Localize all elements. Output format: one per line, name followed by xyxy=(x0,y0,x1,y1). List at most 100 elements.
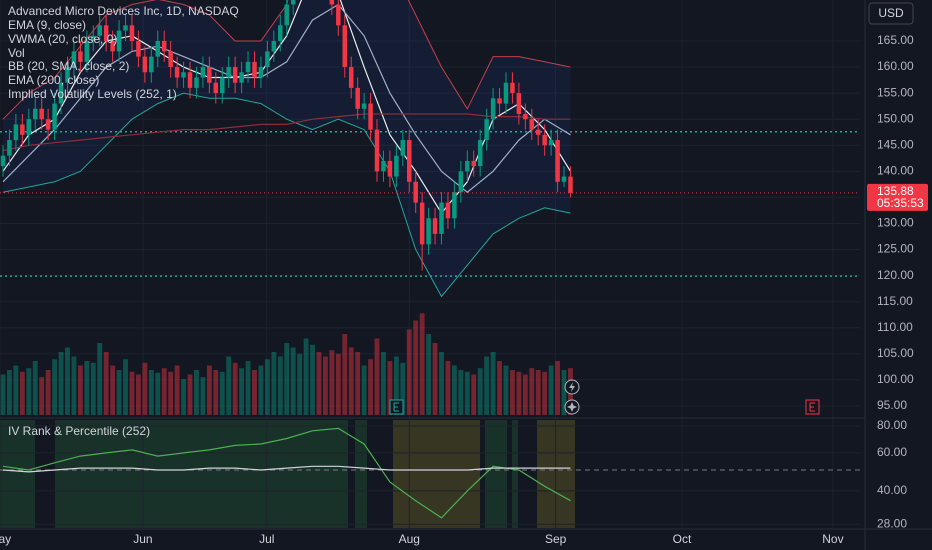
volume-bar xyxy=(245,361,251,415)
candle-body xyxy=(284,4,289,26)
volume-bar xyxy=(26,368,32,415)
candle-body xyxy=(426,218,431,245)
candle-body xyxy=(103,25,109,41)
candle-body xyxy=(161,40,167,52)
candle-body xyxy=(116,30,122,52)
volume-bar xyxy=(97,343,103,415)
indicator-line xyxy=(2,113,571,152)
x-tick-label: Oct xyxy=(673,532,692,546)
candle-body xyxy=(200,67,206,78)
volume-bar xyxy=(426,334,432,415)
candle-body xyxy=(432,218,438,234)
price-tag-countdown: 05:35:53 xyxy=(877,196,924,210)
y-tick-label: 145.00 xyxy=(877,137,914,151)
volume-bar xyxy=(548,365,554,415)
candle-body xyxy=(458,171,464,193)
candle-body xyxy=(78,51,83,62)
volume-bar xyxy=(226,356,232,415)
zone xyxy=(512,420,518,528)
y-tick-label: 165.00 xyxy=(877,33,914,47)
volume-bar xyxy=(503,365,509,415)
y-tick-label: 105.00 xyxy=(877,346,914,360)
volume-bar xyxy=(13,365,19,415)
volume-bar xyxy=(206,365,212,415)
volume-bar xyxy=(374,338,380,415)
zone xyxy=(55,420,348,528)
candle-body xyxy=(174,67,180,78)
currency-button[interactable] xyxy=(868,2,914,25)
y-tick-label: 80.00 xyxy=(877,418,907,432)
candle-body xyxy=(529,119,535,130)
y-tick-label: 100.00 xyxy=(877,372,914,386)
candle-body xyxy=(381,160,386,172)
candle-body xyxy=(7,140,12,156)
pane-title: IV Rank & Percentile (252) xyxy=(8,424,150,438)
volume-bar xyxy=(84,361,90,415)
candle-body xyxy=(452,192,457,219)
volume-bar xyxy=(45,370,51,415)
volume-bar xyxy=(0,374,6,415)
candle-body xyxy=(471,160,476,167)
candle-body xyxy=(181,72,186,78)
indicator-line xyxy=(2,3,571,193)
price-pane xyxy=(0,0,860,415)
volume-bar xyxy=(77,365,83,415)
candle-body xyxy=(168,51,173,68)
y-tick-label: 120.00 xyxy=(877,268,914,282)
volume-bar xyxy=(381,352,386,415)
zone xyxy=(393,420,480,528)
candle-body xyxy=(278,25,283,41)
zone xyxy=(355,420,367,528)
candle-body xyxy=(439,202,444,234)
icon-glyph xyxy=(809,402,815,412)
candle-body xyxy=(258,67,264,78)
candle-body xyxy=(561,176,567,182)
volume-bar xyxy=(65,347,70,415)
volume-bar xyxy=(168,371,174,415)
volume-bar xyxy=(342,334,348,415)
x-tick-label: Nov xyxy=(822,532,843,546)
grid xyxy=(0,0,860,528)
candle-body xyxy=(542,134,547,146)
candle-body xyxy=(523,113,528,120)
candle-body xyxy=(484,119,489,141)
candle-body xyxy=(374,129,380,172)
candle-body xyxy=(155,40,161,57)
candle-body xyxy=(219,77,225,94)
volume-bar xyxy=(194,370,199,415)
y-tick-label: 60.00 xyxy=(877,445,907,459)
volume-bar xyxy=(271,352,277,415)
volume-bar xyxy=(355,352,361,415)
volume-bar xyxy=(439,352,444,415)
volume-bar xyxy=(90,362,96,415)
candle-body xyxy=(129,25,135,41)
volume-bar xyxy=(393,356,399,415)
candle-body xyxy=(213,82,219,94)
candle-body xyxy=(39,108,44,120)
volume-bar xyxy=(284,343,290,415)
y-tick-label: 140.00 xyxy=(877,164,914,178)
candle-body xyxy=(123,25,128,31)
volume-bar xyxy=(129,371,135,415)
candle-body xyxy=(568,176,573,193)
candle-body xyxy=(65,67,70,83)
candle-body xyxy=(510,82,515,94)
volume-bar xyxy=(510,370,515,415)
volume-bar xyxy=(348,347,354,415)
volume-bar xyxy=(303,338,309,415)
volume-bar xyxy=(361,365,367,415)
volume-bar xyxy=(335,353,341,415)
candle-body xyxy=(290,0,296,5)
legend-item: EMA (9, close) xyxy=(8,18,86,32)
y-tick-label: 130.00 xyxy=(877,216,914,230)
volume-bar xyxy=(323,356,328,415)
candle-body xyxy=(535,129,541,135)
volume-bar xyxy=(32,361,38,415)
volume-bar xyxy=(161,368,167,415)
volume-bar xyxy=(400,362,406,415)
currency-label[interactable]: USD xyxy=(878,6,904,20)
axes: 165.00 160.00 155.00 150.00 145.00 140.00 135.… xyxy=(0,33,928,546)
candle-body xyxy=(187,72,193,88)
volume-bar xyxy=(297,353,303,415)
